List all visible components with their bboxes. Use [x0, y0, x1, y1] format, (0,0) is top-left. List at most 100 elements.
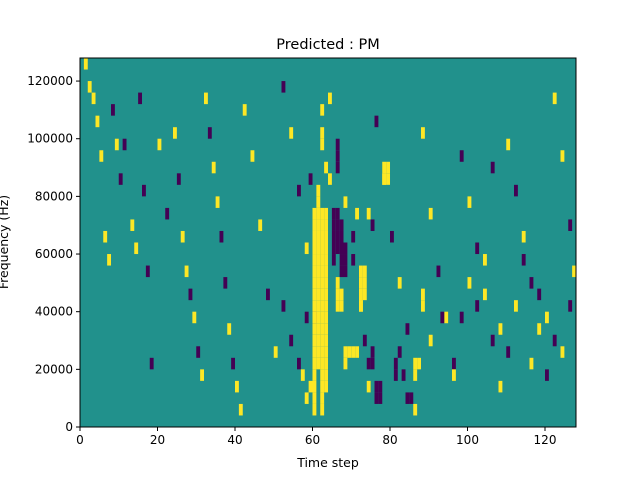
x-tick-label: 60	[305, 433, 320, 447]
heatmap-cell-low	[521, 254, 526, 266]
heatmap-cell-high	[87, 81, 92, 93]
heatmap-cell-low	[223, 277, 228, 289]
heatmap-cell-high	[324, 161, 329, 174]
heatmap-cell-low	[514, 184, 518, 197]
heatmap-cell-low	[475, 242, 480, 255]
heatmap-cell-low	[351, 230, 356, 243]
heatmap-cell-high	[324, 254, 329, 266]
heatmap-cell-low	[297, 357, 301, 370]
heatmap-cell-low	[405, 392, 410, 404]
heatmap-cell-high	[316, 334, 321, 347]
heatmap-cell-high	[320, 104, 325, 116]
heatmap-cell-high	[320, 311, 325, 324]
heatmap-cell-low	[308, 173, 313, 185]
heatmap-cell-high	[413, 369, 418, 381]
heatmap-cell-high	[347, 346, 352, 358]
heatmap-cell-high	[467, 277, 472, 289]
heatmap-cell-low	[149, 357, 154, 370]
heatmap-cell-low	[568, 219, 573, 231]
heatmap-cell-high	[452, 369, 456, 381]
heatmap-cell-high	[320, 380, 325, 393]
heatmap-cell-high	[320, 265, 325, 278]
heatmap-cell-high	[320, 300, 325, 312]
heatmap-cell-high	[339, 300, 344, 312]
heatmap-cell-low	[176, 173, 181, 185]
heatmap-cell-low	[362, 334, 367, 347]
heatmap-cell-high	[351, 346, 356, 358]
x-axis: 0 20 40 60 80 100 120	[76, 427, 556, 447]
heatmap-cell-high	[316, 346, 321, 358]
heatmap-cell-high	[312, 346, 317, 358]
heatmap-cell-high	[312, 288, 317, 301]
heatmap-cell-high	[200, 369, 205, 381]
heatmap-cell-high	[397, 277, 402, 289]
heatmap-cell-low	[138, 92, 143, 105]
heatmap-cell-high	[312, 230, 317, 243]
heatmap-cell-high	[521, 230, 526, 243]
heatmap-cell-low	[207, 127, 212, 139]
heatmap-cell-high	[359, 277, 363, 289]
heatmap-cell-high	[91, 92, 96, 105]
heatmap-cell-high	[335, 288, 340, 301]
heatmap-cell-low	[339, 265, 344, 278]
x-tick-label: 80	[382, 433, 397, 447]
heatmap-cell-low	[188, 288, 193, 301]
heatmap-cell-high	[320, 288, 325, 301]
heatmap-cell-low	[304, 311, 309, 324]
heatmap-cell-high	[529, 357, 534, 370]
heatmap-cell-high	[359, 288, 363, 301]
heatmap-cell-high	[382, 173, 387, 185]
heatmap-cell-low	[552, 334, 557, 347]
heatmap-cell-high	[328, 173, 332, 185]
heatmap-cell-low	[370, 219, 375, 231]
heatmap-cell-high	[312, 254, 317, 266]
heatmap-cell-high	[320, 346, 325, 358]
heatmap-cell-high	[324, 346, 329, 358]
heatmap-cell-low	[393, 369, 398, 381]
heatmap-cell-high	[312, 300, 317, 312]
heatmap-cell-high	[545, 311, 549, 324]
heatmap-cell-low	[459, 150, 464, 162]
x-tick-label: 100	[456, 433, 479, 447]
x-tick-label: 0	[76, 433, 84, 447]
heatmap-cell-low	[297, 184, 301, 197]
heatmap-cell-low	[335, 138, 340, 151]
heatmap-cell-high	[366, 380, 371, 393]
heatmap-cell-low	[351, 254, 356, 266]
heatmap-cell-high	[320, 242, 325, 255]
y-tick-label: 120000	[27, 74, 73, 88]
heatmap-cell-low	[339, 254, 344, 266]
heatmap-cell-high	[355, 346, 360, 358]
heatmap-cell-high	[312, 357, 317, 370]
heatmap-cell-high	[312, 277, 317, 289]
heatmap-cell-low	[335, 161, 340, 174]
heatmap-cell-low	[568, 300, 573, 312]
heatmap-cell-high	[316, 254, 321, 266]
heatmap-cell-high	[428, 207, 433, 220]
heatmap-cell-high	[235, 380, 239, 393]
heatmap-cell-high	[316, 207, 321, 220]
heatmap-cell-high	[316, 196, 321, 208]
heatmap-cell-low	[545, 369, 549, 381]
heatmap-cell-high	[498, 323, 503, 335]
heatmap-cell-high	[324, 288, 329, 301]
heatmap-cell-low	[397, 346, 402, 358]
heatmap-cell-high	[324, 380, 329, 393]
heatmap-cell-low	[331, 242, 336, 255]
heatmap-cell-low	[289, 334, 294, 347]
x-axis-label: Time step	[296, 455, 359, 470]
heatmap-cell-high	[324, 242, 329, 255]
heatmap-cell-high	[316, 277, 321, 289]
heatmap-cell-low	[122, 138, 127, 151]
heatmap-cell-high	[211, 161, 216, 174]
heatmap-cell-high	[362, 265, 367, 278]
heatmap-cell-high	[320, 207, 325, 220]
heatmap-cell-low	[339, 230, 344, 243]
heatmap-cell-high	[316, 311, 321, 324]
heatmap-cell-high	[157, 138, 162, 151]
heatmap-cell-low	[529, 277, 534, 289]
heatmap-cell-high	[227, 323, 232, 335]
heatmap-cell-high	[180, 230, 185, 243]
heatmap-cell-high	[99, 150, 104, 162]
